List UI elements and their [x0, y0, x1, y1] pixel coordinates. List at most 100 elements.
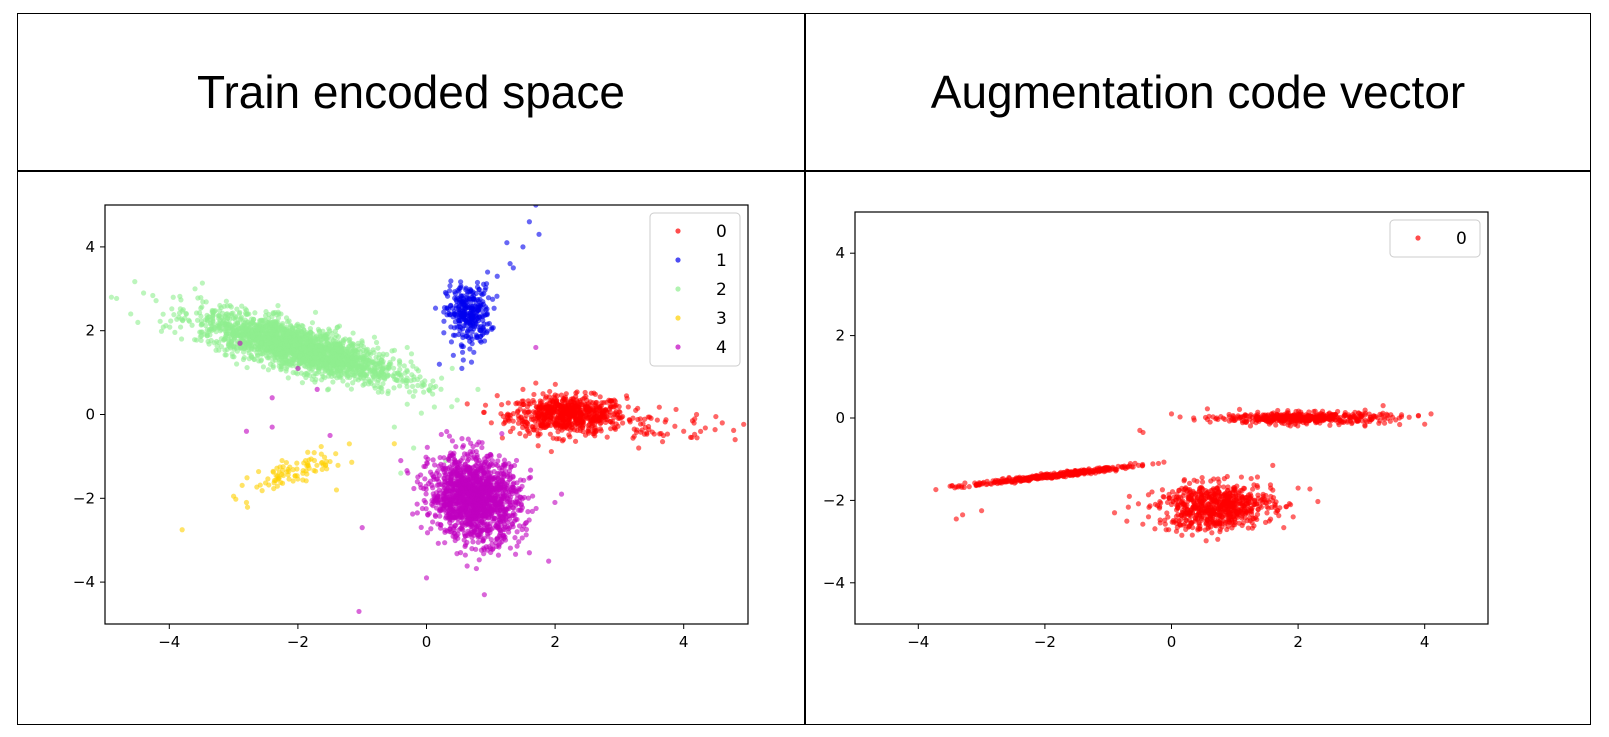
scatter-point	[230, 354, 236, 360]
x-tick-label: −2	[287, 633, 309, 651]
scatter-point	[239, 482, 245, 488]
scatter-point	[454, 511, 460, 517]
scatter-point	[473, 448, 479, 455]
scatter-point	[530, 426, 536, 433]
scatter-point	[322, 463, 329, 469]
scatter-point	[448, 523, 454, 529]
scatter-point	[523, 519, 529, 526]
scatter-point	[285, 375, 291, 381]
scatter-point	[303, 340, 309, 346]
scatter-point	[321, 454, 328, 460]
scatter-point	[659, 439, 666, 445]
scatter-point	[319, 466, 325, 473]
scatter-point	[255, 347, 262, 353]
scatter-point	[408, 351, 415, 357]
scatter-point	[269, 331, 275, 337]
scatter-point	[523, 526, 530, 533]
scatter-point	[380, 351, 386, 357]
scatter-point	[593, 400, 599, 406]
scatter-point	[469, 534, 475, 540]
scatter-point	[255, 336, 261, 342]
scatter-point	[494, 470, 501, 476]
scatter-point	[493, 493, 499, 499]
scatter-point	[662, 419, 668, 425]
scatter-point	[243, 499, 250, 506]
scatter-point	[558, 411, 564, 417]
scatter-point	[545, 408, 552, 415]
scatter-point	[449, 365, 455, 372]
scatter-point	[276, 363, 282, 369]
scatter-point	[371, 334, 378, 340]
scatter-point	[350, 330, 356, 336]
scatter-point	[499, 435, 505, 441]
scatter-point	[575, 404, 581, 410]
scatter-point	[547, 388, 553, 395]
scatter-point	[453, 444, 459, 450]
scatter-point	[398, 372, 404, 378]
scatter-point	[425, 512, 431, 518]
scatter-point	[448, 278, 454, 284]
scatter-point	[212, 308, 218, 315]
scatter-point	[482, 456, 488, 462]
scatter-point	[484, 496, 490, 503]
scatter-point	[318, 443, 324, 450]
scatter-point	[452, 291, 458, 297]
scatter-point	[552, 381, 558, 387]
scatter-point	[428, 526, 434, 532]
scatter-point	[274, 331, 280, 337]
scatter-point	[533, 205, 539, 208]
scatter-point	[473, 529, 479, 535]
scatter-point	[458, 525, 464, 532]
scatter-point	[218, 343, 225, 350]
scatter-point	[450, 501, 457, 507]
scatter-point	[270, 363, 276, 369]
scatter-point	[469, 304, 475, 310]
scatter-point	[354, 364, 360, 371]
scatter-point	[472, 318, 478, 324]
scatter-point	[452, 534, 458, 540]
scatter-point	[318, 377, 325, 383]
scatter-point	[558, 491, 565, 497]
scatter-point	[442, 540, 448, 546]
scatter-point	[357, 349, 364, 355]
scatter-point	[390, 356, 396, 362]
scatter-point	[273, 339, 279, 345]
scatter-point	[461, 537, 467, 543]
scatter-point	[214, 338, 220, 345]
scatter-point	[454, 551, 460, 557]
scatter-point	[189, 322, 195, 328]
scatter-point	[285, 361, 291, 367]
scatter-point	[514, 543, 520, 549]
scatter-point	[458, 485, 464, 491]
scatter-point	[200, 299, 206, 305]
scatter-point	[409, 383, 416, 389]
scatter-point	[304, 471, 310, 477]
scatter-point	[654, 417, 660, 423]
scatter-point	[333, 332, 339, 338]
scatter-point	[731, 427, 737, 434]
scatter-point	[464, 328, 471, 334]
scatter-point	[303, 478, 309, 484]
scatter-point	[732, 437, 738, 443]
scatter-point	[252, 310, 258, 316]
scatter-point	[464, 451, 470, 457]
scatter-point	[335, 324, 341, 330]
scatter-point	[356, 353, 362, 359]
scatter-point	[581, 395, 588, 401]
scatter-point	[623, 393, 630, 399]
scatter-point	[531, 391, 537, 398]
scatter-point	[741, 421, 747, 427]
scatter-point	[443, 489, 450, 495]
scatter-point	[587, 418, 594, 424]
scatter-point	[364, 362, 370, 368]
scatter-point	[656, 404, 662, 410]
scatter-point	[484, 269, 491, 275]
scatter-point	[326, 345, 333, 351]
scatter-point	[344, 382, 351, 388]
scatter-point	[391, 441, 397, 447]
scatter-point	[514, 529, 520, 535]
legend-box	[649, 212, 741, 367]
scatter-point	[333, 451, 339, 457]
scatter-point	[179, 527, 185, 533]
scatter-point	[285, 472, 291, 478]
